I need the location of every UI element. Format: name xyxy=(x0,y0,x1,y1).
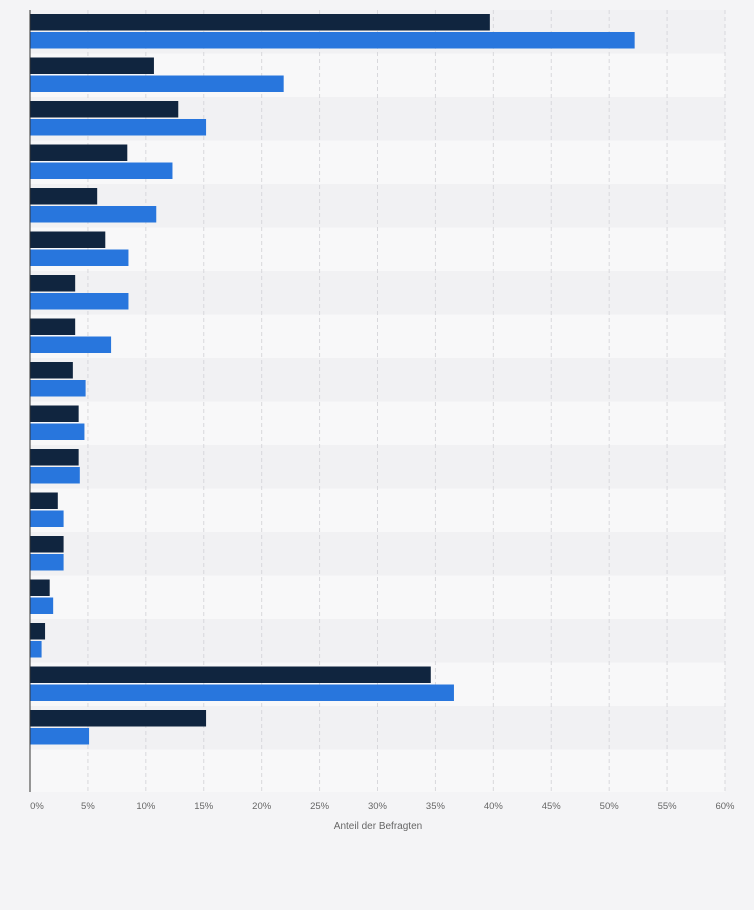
bar-series-2[interactable] xyxy=(30,554,64,571)
row-band xyxy=(30,358,725,402)
bar-series-1[interactable] xyxy=(30,449,79,466)
bar-series-1[interactable] xyxy=(30,405,79,423)
bar-series-1[interactable] xyxy=(30,101,179,118)
bar-series-2[interactable] xyxy=(30,75,284,93)
bar-series-1[interactable] xyxy=(30,492,58,510)
bar-series-2[interactable] xyxy=(30,684,454,702)
bar-series-1[interactable] xyxy=(30,14,490,31)
bar-series-2[interactable] xyxy=(30,597,54,615)
x-tick-label: 20% xyxy=(252,801,272,812)
bar-series-1[interactable] xyxy=(30,318,76,336)
bar-series-2[interactable] xyxy=(30,336,112,354)
bar-series-2[interactable] xyxy=(30,423,85,441)
bar-series-2[interactable] xyxy=(30,206,157,223)
x-tick-label: 15% xyxy=(194,801,214,812)
x-tick-label: 55% xyxy=(658,801,678,812)
grid-lines xyxy=(87,10,726,792)
x-tick-label: 0% xyxy=(30,801,44,812)
row-band xyxy=(30,532,725,576)
bar-series-1[interactable] xyxy=(30,57,154,75)
bar-series-1[interactable] xyxy=(30,536,64,553)
bar-series-2[interactable] xyxy=(30,641,42,658)
x-tick-label: 5% xyxy=(81,801,95,812)
bar-series-1[interactable] xyxy=(30,231,106,249)
x-tick-label: 30% xyxy=(368,801,388,812)
bar-series-2[interactable] xyxy=(30,467,80,484)
row-band xyxy=(30,575,725,619)
x-axis-label: Anteil der Befragten xyxy=(334,821,422,832)
x-tick-label: 45% xyxy=(542,801,562,812)
bar-series-1[interactable] xyxy=(30,666,431,684)
x-tick-label: 35% xyxy=(426,801,446,812)
bar-series-1[interactable] xyxy=(30,144,128,162)
bar-series-1[interactable] xyxy=(30,579,50,597)
x-tick-label: 40% xyxy=(484,801,504,812)
bar-series-2[interactable] xyxy=(30,728,90,745)
bar-series-1[interactable] xyxy=(30,710,207,727)
bar-series-2[interactable] xyxy=(30,510,64,528)
bar-series-2[interactable] xyxy=(30,249,129,267)
x-tick-label: 50% xyxy=(600,801,620,812)
bar-series-2[interactable] xyxy=(30,380,86,397)
bar-series-2[interactable] xyxy=(30,162,173,180)
bar-series-1[interactable] xyxy=(30,275,76,292)
x-tick-labels: 0% 5% 10% 15% 20% 25% 30% 35% 40% 45% 50% 55% 60% xyxy=(30,801,735,812)
bar-series-2[interactable] xyxy=(30,293,129,310)
row-band xyxy=(30,749,725,792)
bar-series-1[interactable] xyxy=(30,623,46,640)
bars xyxy=(30,14,635,745)
bar-series-2[interactable] xyxy=(30,119,207,136)
x-tick-label: 10% xyxy=(136,801,156,812)
x-tick-label: 25% xyxy=(310,801,330,812)
bar-series-1[interactable] xyxy=(30,362,73,379)
bar-series-1[interactable] xyxy=(30,188,98,205)
bar-series-2[interactable] xyxy=(30,32,635,49)
x-tick-label: 60% xyxy=(715,801,735,812)
